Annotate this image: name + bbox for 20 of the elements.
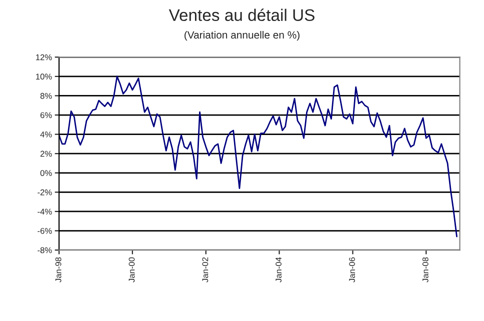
y-tick-label: -8% xyxy=(38,247,52,254)
y-tick-label: 4% xyxy=(40,132,52,138)
y-tick-label: 10% xyxy=(36,74,52,80)
x-tick-label: Jan-98 xyxy=(55,257,62,282)
x-tick-label: Jan-00 xyxy=(128,257,135,282)
y-tick-label: -6% xyxy=(38,228,52,234)
line-series xyxy=(59,76,458,238)
y-tick-label: 2% xyxy=(40,150,52,157)
y-tick-label: 6% xyxy=(40,112,52,118)
x-tick-label: Jan-02 xyxy=(202,257,208,282)
y-tick-label: -4% xyxy=(38,208,52,215)
chart-title: Ventes au détail US xyxy=(168,8,314,22)
y-tick-label: 0% xyxy=(40,170,52,176)
chart-subtitle: (Variation annuelle en %) xyxy=(184,30,300,41)
y-tick-label: -2% xyxy=(38,189,52,196)
y-tick-label: 12% xyxy=(36,54,52,60)
x-tick-label: Jan-04 xyxy=(276,257,282,282)
x-tick-label: Jan-06 xyxy=(349,257,355,282)
y-tick-label: 8% xyxy=(40,92,52,99)
x-tick-label: Jan-08 xyxy=(422,257,428,282)
